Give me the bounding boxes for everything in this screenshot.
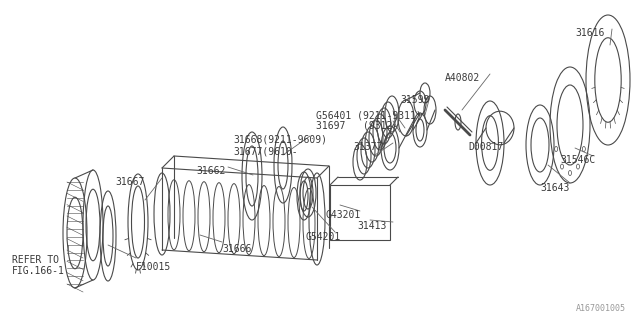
Text: 31377: 31377 xyxy=(353,142,382,152)
Text: 31697   (9312-: 31697 (9312- xyxy=(316,121,398,131)
Text: G54201: G54201 xyxy=(305,232,340,242)
Text: 31643: 31643 xyxy=(540,183,570,193)
Text: 31546C: 31546C xyxy=(560,155,595,165)
Text: 31668(9211-9609): 31668(9211-9609) xyxy=(233,135,327,145)
Text: 31413: 31413 xyxy=(357,221,387,231)
Text: REFER TO: REFER TO xyxy=(12,255,59,265)
Text: F10015: F10015 xyxy=(136,262,172,272)
Bar xyxy=(330,185,390,240)
Text: 31666: 31666 xyxy=(222,244,252,254)
Text: 31662: 31662 xyxy=(196,166,225,176)
Text: A167001005: A167001005 xyxy=(576,304,626,313)
Text: A40802: A40802 xyxy=(445,73,480,83)
Text: D00817: D00817 xyxy=(468,142,503,152)
Text: FIG.166-1: FIG.166-1 xyxy=(12,266,65,276)
Text: 31677(9610-: 31677(9610- xyxy=(233,146,298,156)
Text: G56401 (9211-9311): G56401 (9211-9311) xyxy=(316,110,422,120)
Text: 31667: 31667 xyxy=(115,177,145,187)
Text: G43201: G43201 xyxy=(326,210,361,220)
Text: 31616: 31616 xyxy=(575,28,604,38)
Text: 31599: 31599 xyxy=(400,95,429,105)
